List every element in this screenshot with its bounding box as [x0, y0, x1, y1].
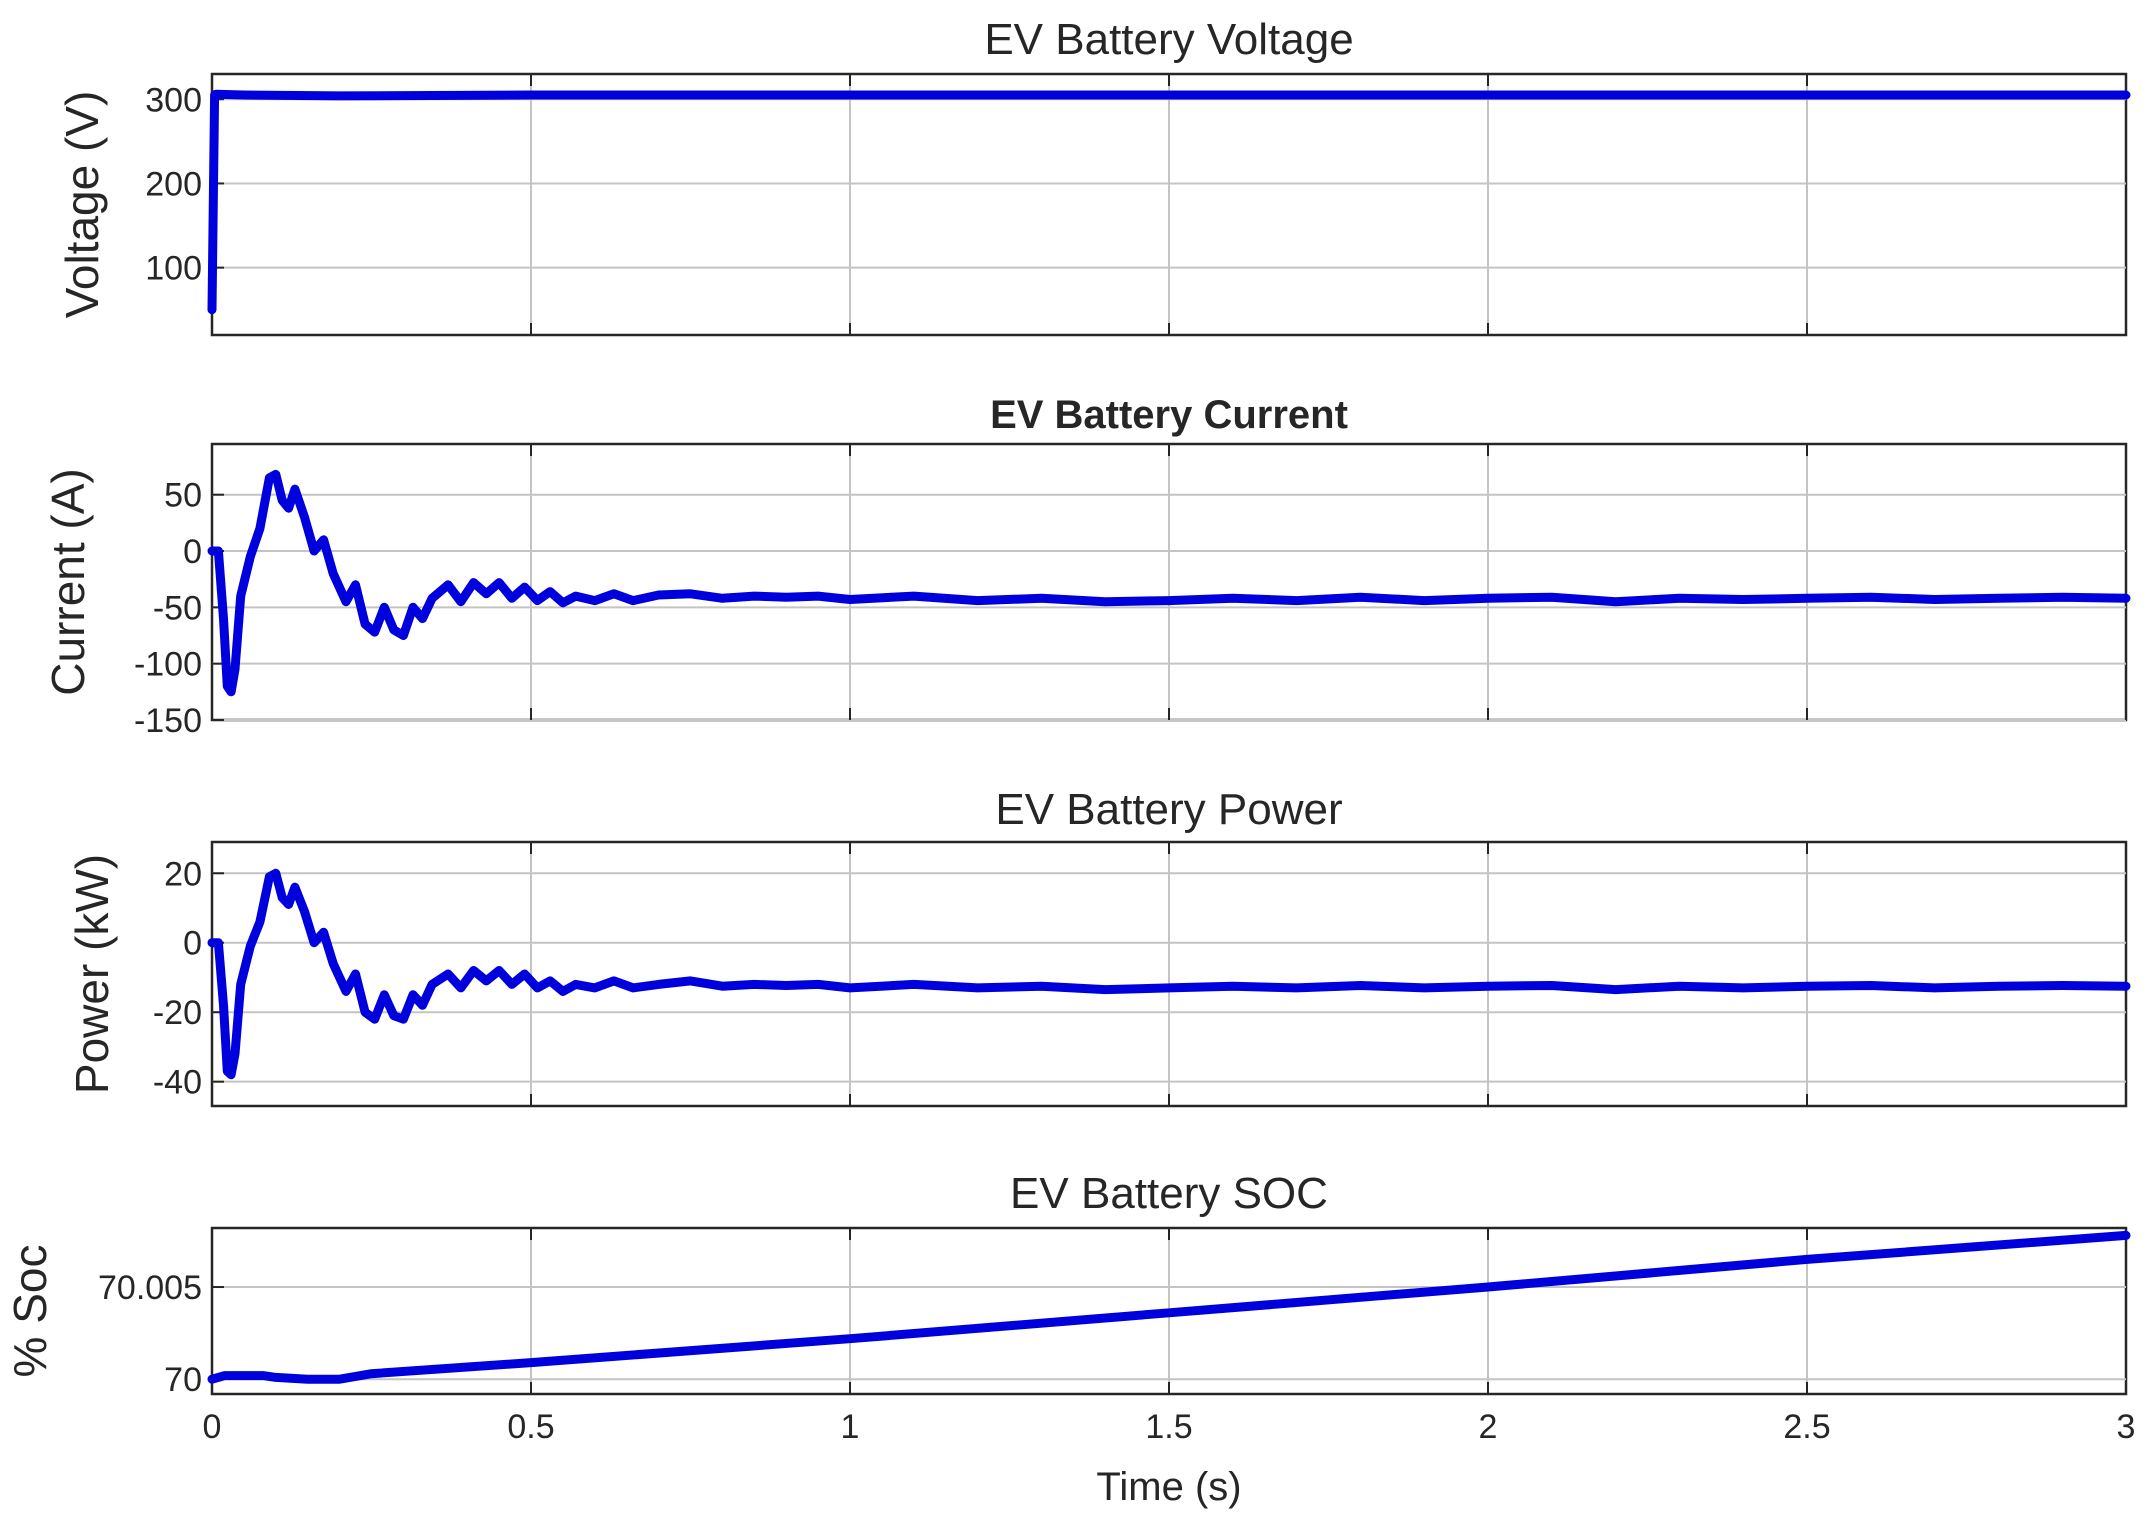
voltage-y-tick-label: 200 — [145, 165, 202, 203]
soc-series-line — [207, 1230, 2131, 1384]
power-y-tick-label: 0 — [183, 925, 202, 963]
x-tick-label: 1 — [841, 1408, 860, 1446]
current-y-tick-label: 50 — [164, 477, 202, 515]
current-chart-title: EV Battery Current — [990, 393, 1348, 437]
soc-subplot: 0 0.5 1 1.5 2 2.5 3 70 70.005 EV Battery SOC % S… — [4, 1169, 2135, 1509]
power-y-tick-label: -20 — [153, 994, 202, 1032]
x-tick-label: 1.5 — [1145, 1408, 1192, 1446]
current-subplot: -150 -100 -50 0 50 EV Battery Current Curren… — [42, 393, 2131, 740]
current-y-axis-label: Current (A) — [42, 468, 94, 695]
current-y-tick-label: -150 — [134, 702, 202, 740]
power-subplot: -40 -20 0 20 EV Battery Power Power (kW) — [66, 785, 2131, 1108]
x-tick-label: 0.5 — [507, 1408, 554, 1446]
power-axis-ticks: -40 -20 0 20 — [153, 842, 2127, 1106]
time-x-axis-label: Time (s) — [1096, 1465, 1241, 1509]
x-tick-label: 3 — [2117, 1408, 2136, 1446]
x-tick-label: 0 — [203, 1408, 222, 1446]
voltage-y-tick-label: 100 — [145, 250, 202, 288]
soc-y-axis-label: % Soc — [4, 1245, 56, 1378]
voltage-axis-ticks: 100 200 300 — [145, 74, 2127, 335]
voltage-chart-title: EV Battery Voltage — [984, 15, 1353, 64]
voltage-y-axis-label: Voltage (V) — [56, 91, 108, 319]
current-y-tick-label: -50 — [153, 589, 202, 627]
x-tick-label: 2.5 — [1783, 1408, 1830, 1446]
voltage-subplot: 100 200 300 EV Battery Voltage Voltage (V) — [56, 15, 2131, 337]
power-y-axis-label: Power (kW) — [66, 854, 118, 1094]
current-y-tick-label: -100 — [134, 646, 202, 684]
soc-y-tick-label: 70.005 — [98, 1269, 202, 1307]
power-y-tick-label: -40 — [153, 1064, 202, 1102]
voltage-series-line — [207, 89, 2131, 315]
current-series-line — [207, 469, 2131, 697]
power-grid — [212, 842, 2126, 1106]
x-tick-label: 2 — [1479, 1408, 1498, 1446]
soc-chart-title: EV Battery SOC — [1010, 1169, 1328, 1218]
power-y-tick-label: 20 — [164, 855, 202, 893]
current-y-tick-label: 0 — [183, 533, 202, 571]
soc-grid — [212, 1228, 2126, 1394]
soc-y-tick-label: 70 — [164, 1361, 202, 1399]
power-series-line — [207, 868, 2131, 1080]
voltage-y-tick-label: 300 — [145, 81, 202, 119]
soc-axis-ticks: 0 0.5 1 1.5 2 2.5 3 70 70.005 — [98, 1228, 2135, 1446]
current-axis-ticks: -150 -100 -50 0 50 — [134, 444, 2127, 740]
power-chart-title: EV Battery Power — [995, 785, 1342, 834]
